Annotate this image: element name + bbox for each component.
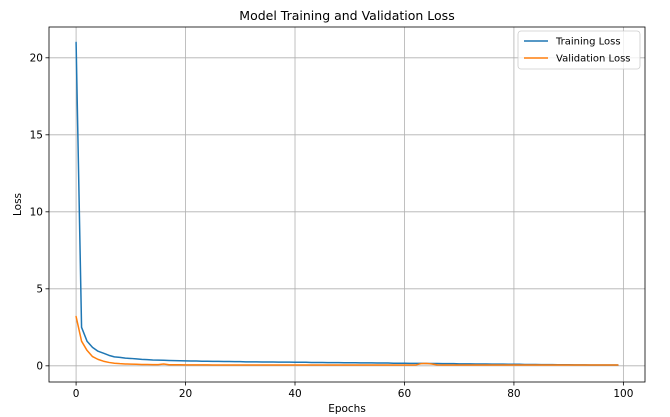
y-tick-label: 15 xyxy=(30,130,43,142)
y-tick-label: 10 xyxy=(30,207,43,219)
x-tick-label: 100 xyxy=(613,388,633,400)
y-tick-label: 5 xyxy=(36,284,43,296)
y-tick-label: 20 xyxy=(30,53,43,65)
x-tick-label: 60 xyxy=(398,388,411,400)
plot-frame xyxy=(48,26,646,383)
x-axis-label: Epochs xyxy=(328,403,366,415)
validation-loss-line xyxy=(75,315,619,366)
y-axis-label: Loss xyxy=(12,193,24,216)
x-tick-label: 20 xyxy=(179,388,192,400)
x-tick-label: 0 xyxy=(73,388,80,400)
series-layer xyxy=(75,41,619,366)
legend-label-training-loss: Training Loss xyxy=(555,37,621,48)
x-tick-label: 80 xyxy=(507,388,520,400)
x-tick-label: 40 xyxy=(288,388,301,400)
tick-layer: 0 20 40 60 80 100 0 5 10 15 20 xyxy=(30,53,634,400)
chart-title: Model Training and Validation Loss xyxy=(239,8,454,23)
y-tick-label: 0 xyxy=(36,361,43,373)
legend-box xyxy=(517,30,641,70)
legend: Training Loss Validation Loss xyxy=(517,30,641,70)
legend-label-validation-loss: Validation Loss xyxy=(556,54,631,65)
